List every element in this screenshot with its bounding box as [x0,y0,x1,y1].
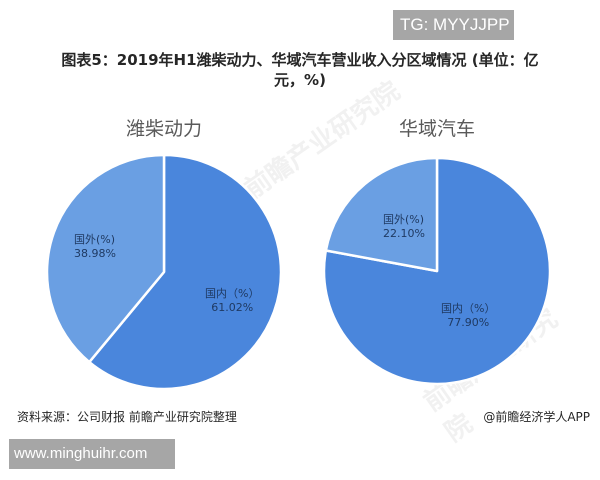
chart-title-line1: 图表5：2019年H1潍柴动力、华域汽车营业收入分区域情况 (单位：亿 [61,51,539,69]
pie-slice-foreign [45,153,166,364]
pie-title-weichai: 潍柴动力 [125,118,202,140]
pie-title-huayu: 华域汽车 [398,118,475,140]
tg-watermark-badge: TG: MYYJJPP [393,10,514,40]
slice-label-huayu-domestic: 国内（%） 77.90% [441,302,496,329]
data-source-note: 资料来源：公司财报 前瞻产业研究院整理 [17,410,237,424]
pie-huayu [322,156,552,386]
slice-label-weichai-foreign: 国外(%) 38.98% [74,233,116,260]
chart-title: 图表5：2019年H1潍柴动力、华域汽车营业收入分区域情况 (单位：亿 元，%) [20,50,580,90]
slice-label-huayu-foreign: 国外(%) 22.10% [383,213,425,240]
chart-title-line2: 元，%) [274,71,326,89]
pie-slice-foreign [324,156,439,273]
publisher-credit: @前瞻经济学人APP [483,410,590,424]
pie-weichai [45,153,283,391]
url-watermark-badge: www.minghuihr.com [9,439,175,469]
pie-slice-domestic [88,153,283,391]
slice-label-weichai-domestic: 国内（%） 61.02% [205,287,260,314]
